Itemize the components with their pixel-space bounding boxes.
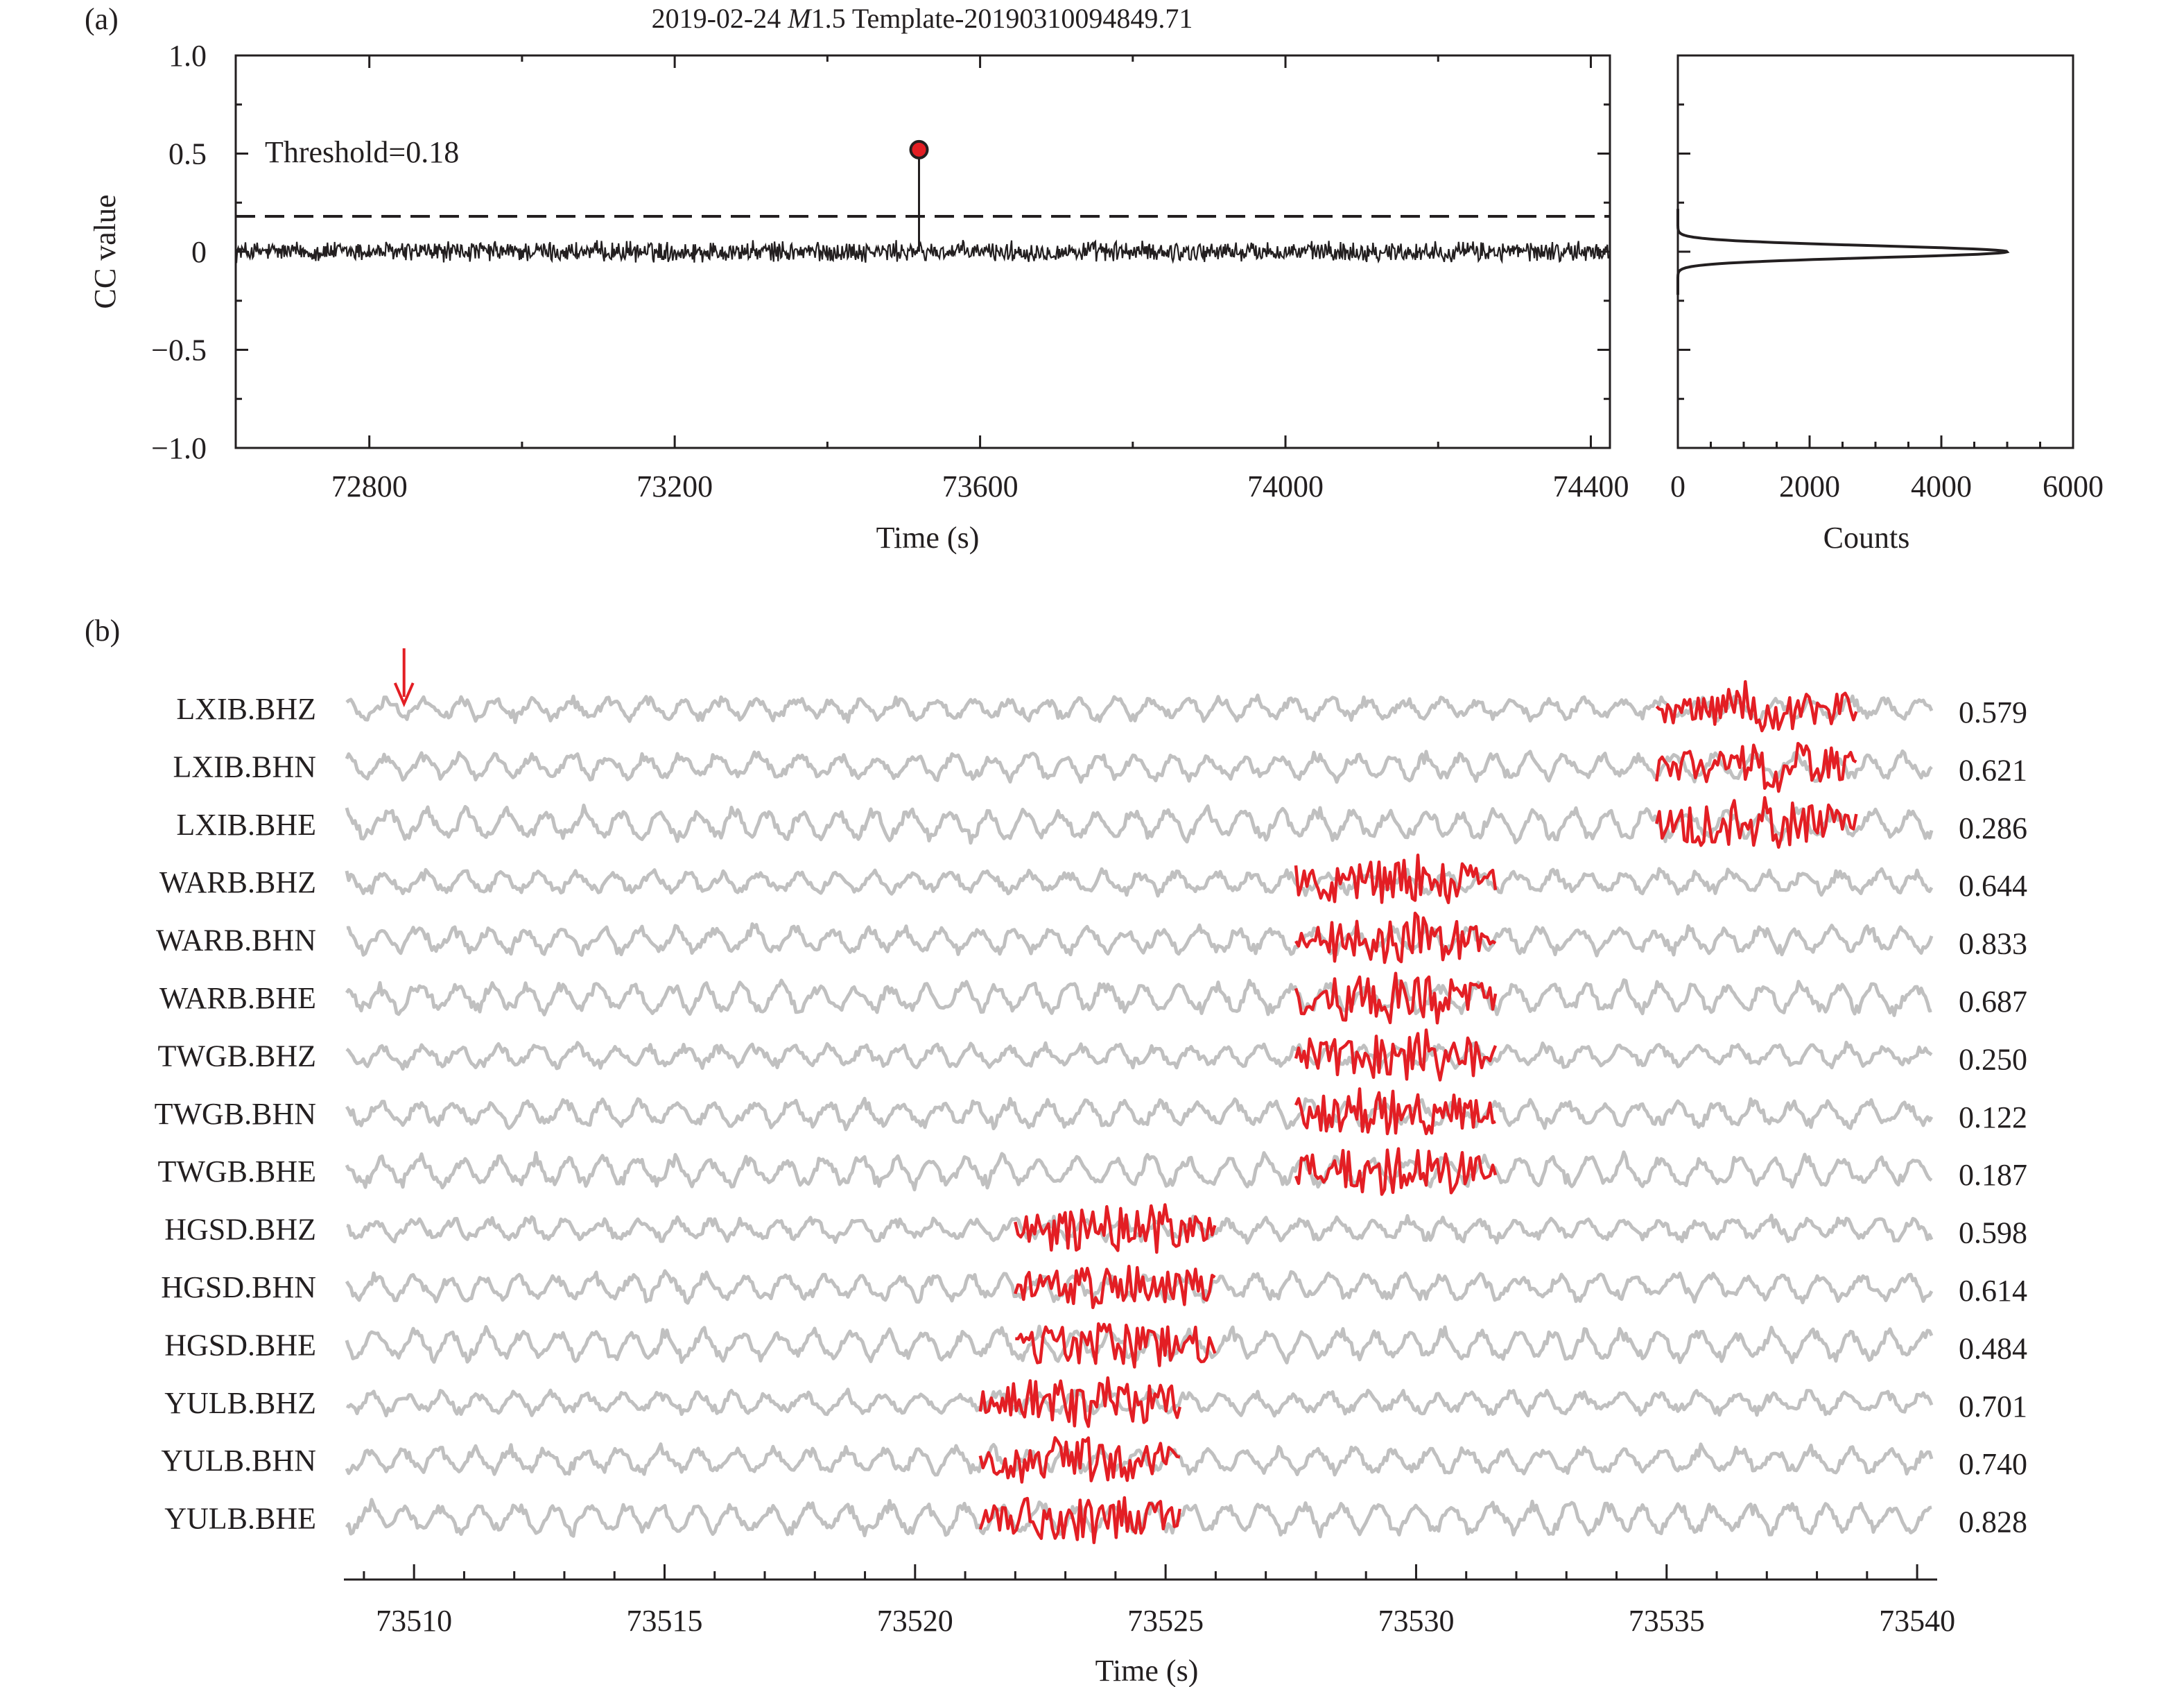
cc-ytick-label: −0.5 (151, 334, 207, 367)
trace-cc-value: 0.598 (1959, 1216, 2027, 1250)
trace-station-label: YULB.BHE (164, 1502, 316, 1536)
traces-xlabel: Time (s) (1095, 1654, 1199, 1687)
cc-ytick-label: 1.0 (168, 39, 207, 73)
waveform-trace (345, 867, 1934, 898)
trace-station-label: WARB.BHE (159, 981, 316, 1015)
trace-station-label: YULB.BHN (161, 1444, 316, 1478)
template-overlay (1655, 741, 1857, 793)
cc-xtick-label: 72800 (331, 469, 408, 503)
cc-series-line (235, 239, 1610, 264)
traces-xtick-label: 73530 (1378, 1604, 1454, 1638)
waveform-trace (345, 978, 1932, 1017)
trace-station-label: HGSD.BHZ (164, 1213, 316, 1247)
template-overlay (1294, 911, 1497, 964)
trace-station-label: LXIB.BHE (176, 808, 316, 842)
cc-ylabel: CC value (88, 195, 122, 309)
histogram-plot-area: 0 2000 4000 6000 (1670, 54, 2104, 503)
template-overlay (1294, 1028, 1498, 1082)
trace-cc-value: 0.250 (1959, 1042, 2027, 1076)
traces-xtick-label: 73510 (376, 1604, 452, 1638)
hist-xlabel: Counts (1823, 521, 1910, 555)
waveform-traces-area: LXIB.BHZ 0.579 LXIB.BHN 0.621 LXIB.BHE 0.286 W… (155, 648, 2027, 1638)
detection-point (909, 139, 929, 159)
trace-cc-value: 0.484 (1959, 1331, 2027, 1365)
cc-xtick-label: 74000 (1247, 469, 1324, 503)
waveform-trace (345, 1442, 1934, 1477)
template-overlay (1014, 1264, 1216, 1310)
cc-xtick-label: 73200 (636, 469, 713, 503)
trace-station-label: TWGB.BHZ (157, 1039, 316, 1073)
waveform-trace (345, 749, 1933, 784)
hist-xtick-label: 6000 (2043, 469, 2104, 503)
trace-station-label: LXIB.BHZ (176, 692, 316, 726)
waveform-trace (345, 1096, 1934, 1132)
trace-cc-value: 0.833 (1959, 927, 2027, 961)
threshold-label: Threshold=0.18 (265, 135, 459, 169)
traces-xtick-label: 73520 (877, 1604, 953, 1638)
waveform-trace (345, 1150, 1933, 1192)
cc-ytick-label: 0 (191, 235, 207, 269)
trace-station-label: TWGB.BHN (155, 1097, 316, 1131)
trace-station-label: YULB.BHZ (164, 1386, 316, 1420)
traces-xtick-label: 73535 (1629, 1604, 1705, 1638)
template-overlay (978, 1376, 1181, 1428)
trace-station-label: TWGB.BHE (157, 1154, 316, 1188)
panel-a-label: (a) (85, 2, 119, 36)
waveform-trace (345, 1040, 1933, 1071)
cc-xtick-label: 73600 (942, 469, 1019, 503)
template-overlay (1294, 971, 1498, 1025)
template-overlay (1294, 1147, 1498, 1196)
trace-cc-value: 0.579 (1959, 695, 2027, 729)
cc-ytick-label: 0.5 (168, 137, 207, 171)
trace-cc-value: 0.644 (1959, 869, 2027, 903)
waveform-trace (346, 922, 1934, 958)
hist-xtick-label: 2000 (1779, 469, 1840, 503)
cc-xlabel: Time (s) (876, 521, 980, 555)
trace-station-label: HGSD.BHE (164, 1328, 316, 1362)
hist-plot-frame (1676, 54, 2074, 449)
title-part-3: 1.5 Template-20190310094849.71 (811, 3, 1193, 34)
template-overlay (1294, 1087, 1496, 1136)
trace-cc-value: 0.828 (1959, 1505, 2027, 1539)
template-overlay (978, 1496, 1182, 1545)
trace-cc-value: 0.621 (1959, 753, 2027, 787)
cc-ytick-label: −1.0 (151, 431, 207, 465)
template-overlay (978, 1436, 1181, 1484)
trace-cc-value: 0.687 (1959, 985, 2027, 1019)
hist-xtick-label: 4000 (1911, 469, 1972, 503)
cc-plot-area: 1.0 0.5 0 −0.5 −1.0 72800 73200 73600 74000 74400 (151, 39, 1629, 503)
template-overlay (1015, 1322, 1217, 1369)
trace-cc-value: 0.122 (1959, 1100, 2027, 1134)
cc-xtick-label: 74400 (1552, 469, 1629, 503)
panel-a-title: 2019-02-24 M1.5 Template-20190310094849.… (652, 3, 1193, 34)
trace-cc-value: 0.740 (1959, 1447, 2027, 1481)
hist-xtick-label: 0 (1670, 469, 1685, 503)
traces-xtick-label: 73525 (1127, 1604, 1204, 1638)
template-overlay (1655, 796, 1858, 849)
template-overlay (1655, 680, 1858, 733)
template-overlay (1014, 1203, 1217, 1254)
trace-cc-value: 0.286 (1959, 811, 2027, 845)
traces-xtick-label: 73540 (1879, 1604, 1955, 1638)
title-part-1: 2019-02-24 (652, 3, 788, 34)
trace-cc-value: 0.701 (1959, 1390, 2027, 1424)
hist-distribution-line (1676, 209, 2010, 295)
trace-station-label: WARB.BHZ (159, 865, 316, 899)
trace-station-label: HGSD.BHN (161, 1270, 316, 1304)
trace-cc-value: 0.187 (1959, 1158, 2027, 1192)
trace-cc-value: 0.614 (1959, 1274, 2027, 1308)
waveform-trace (345, 803, 1934, 845)
title-part-2: M (787, 3, 813, 34)
template-overlay (1294, 854, 1498, 905)
trace-station-label: LXIB.BHN (173, 750, 316, 784)
arrow-head (393, 682, 415, 708)
traces-xtick-label: 73515 (626, 1604, 702, 1638)
panel-b-label: (b) (85, 614, 120, 648)
waveform-trace (345, 1324, 1934, 1365)
trace-station-label: WARB.BHN (156, 924, 316, 958)
